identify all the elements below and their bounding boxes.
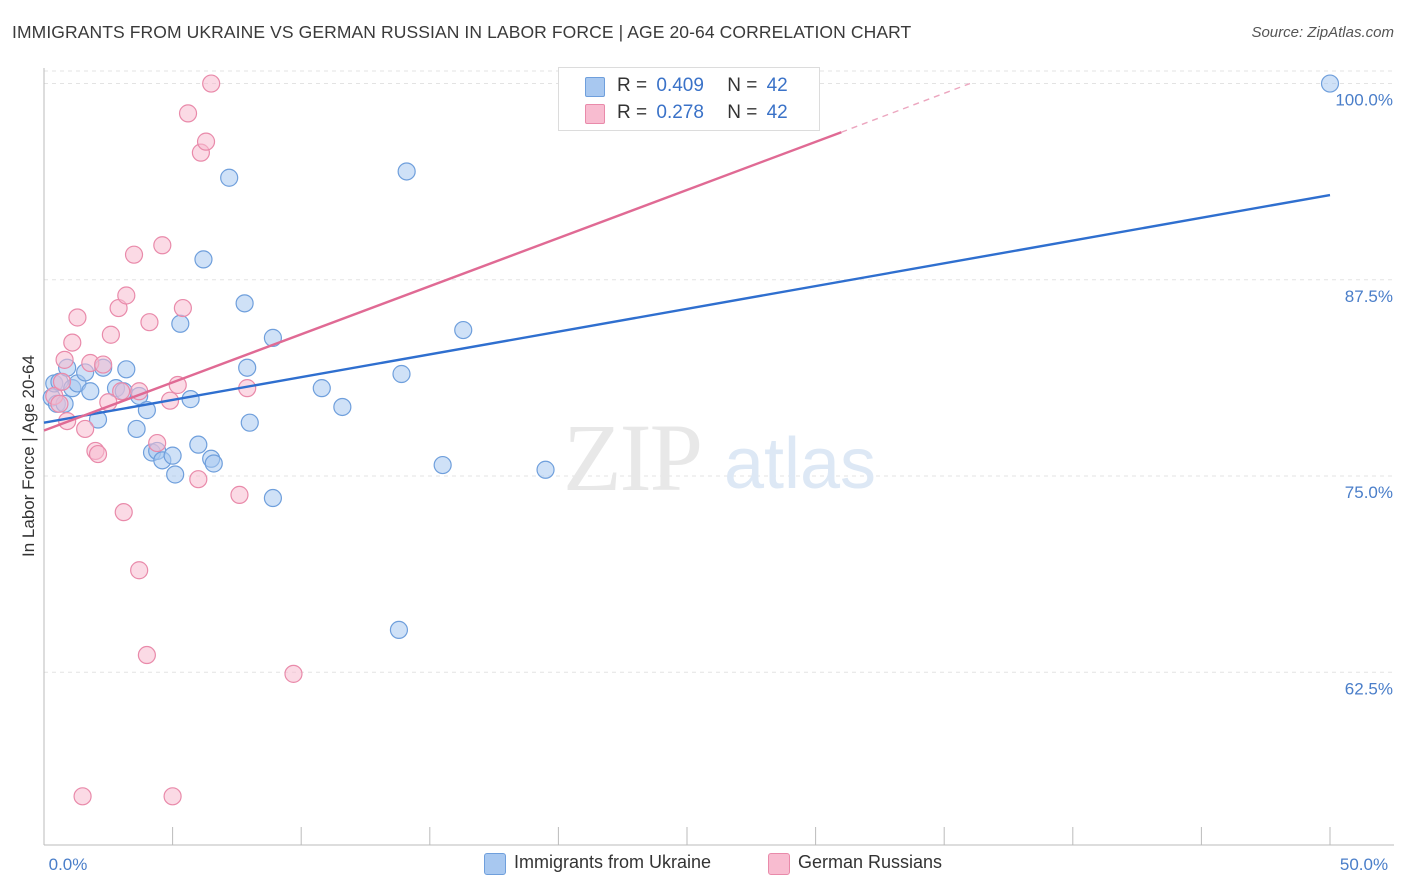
data-point-ukraine: [263, 488, 283, 508]
x-tick-label: 50.0%: [1340, 855, 1388, 874]
legend-swatch-german: [585, 104, 605, 124]
chart-title: IMMIGRANTS FROM UKRAINE VS GERMAN RUSSIA…: [12, 22, 912, 42]
legend-n-value-ukraine: 42: [766, 75, 788, 96]
data-point-ukraine: [127, 419, 146, 439]
data-point-ukraine: [536, 460, 555, 479]
data-point-ukraine: [433, 455, 452, 475]
data-point-ukraine: [333, 397, 352, 417]
y-tick-label: 100.0%: [1335, 91, 1393, 110]
data-point-german: [94, 355, 113, 374]
trend-line-german: [43, 131, 842, 432]
data-point-ukraine: [238, 358, 257, 377]
series-legend: Immigrants from Ukraine German Russians: [0, 852, 1406, 878]
y-tick-label: 62.5%: [1345, 679, 1393, 698]
data-point-german: [114, 503, 133, 522]
watermark-zip: ZIP: [563, 404, 701, 511]
watermark: ZIP atlas: [563, 404, 876, 511]
data-point-ukraine: [389, 620, 409, 640]
data-point-german: [189, 470, 208, 489]
legend-swatch-ukraine: [585, 77, 605, 97]
data-point-german: [163, 787, 182, 806]
data-point-german: [284, 664, 303, 683]
y-tick-label: 75.0%: [1345, 483, 1393, 502]
data-point-ukraine: [171, 314, 190, 333]
data-point-ukraine: [220, 168, 239, 187]
legend-swatch-german: [768, 853, 790, 875]
legend-r-value-german: 0.278: [656, 102, 704, 123]
data-point-ukraine: [240, 413, 259, 432]
legend-label-ukraine: Immigrants from Ukraine: [514, 852, 712, 872]
data-point-ukraine: [204, 454, 223, 473]
data-point-german: [63, 333, 82, 352]
data-point-german: [112, 382, 131, 401]
data-point-german: [55, 350, 74, 369]
data-point-german: [173, 298, 192, 318]
data-point-german: [137, 645, 156, 665]
legend-n-value-german: 42: [766, 102, 788, 123]
data-point-german: [52, 372, 72, 391]
legend-r-value-ukraine: 0.409: [656, 75, 704, 96]
data-point-german: [148, 433, 167, 453]
data-point-ukraine: [166, 465, 185, 484]
data-point-german: [230, 485, 249, 504]
data-point-ukraine: [81, 382, 100, 401]
tick-labels: 62.5% 75.0% 87.5% 100.0% 0.0% 50.0%: [49, 91, 1393, 874]
legend-n-label: N =: [727, 102, 758, 123]
trend-lines: [43, 82, 1331, 432]
data-point-ukraine: [1320, 74, 1340, 93]
data-point-german: [73, 787, 92, 806]
data-point-german: [168, 375, 187, 395]
data-point-german: [117, 286, 136, 305]
data-point-german: [68, 308, 87, 327]
data-point-german: [140, 313, 159, 332]
data-point-ukraine: [181, 390, 200, 409]
x-tick-label: 0.0%: [49, 855, 88, 874]
correlation-legend: R = 0.409 N = 42 R = 0.278 N = 42: [558, 67, 820, 131]
data-point-german: [88, 444, 108, 464]
axes: [43, 68, 1394, 846]
data-point-ukraine: [189, 435, 208, 454]
legend-r-label: R =: [617, 102, 648, 123]
data-point-german: [76, 419, 95, 439]
trend-line-ukraine: [43, 193, 1331, 424]
data-point-german: [196, 132, 216, 151]
data-point-german: [50, 394, 69, 413]
data-point-ukraine: [194, 250, 213, 269]
legend-r-label: R =: [617, 75, 648, 96]
legend-label-german: German Russians: [798, 852, 943, 872]
data-point-german: [130, 561, 149, 580]
y-axis-label: In Labor Force | Age 20-64: [19, 355, 38, 557]
data-point-ukraine: [235, 294, 254, 313]
data-point-german: [178, 104, 198, 123]
data-point-ukraine: [454, 320, 473, 340]
legend-n-label: N =: [727, 75, 758, 96]
data-point-ukraine: [397, 162, 416, 181]
legend-swatch-ukraine: [484, 853, 506, 875]
source-credit: Source: ZipAtlas.com: [1251, 24, 1394, 41]
data-point-ukraine: [163, 446, 182, 465]
trend-line-german-extension: [841, 82, 971, 133]
series-immigrants-from-ukraine: [42, 74, 1340, 640]
data-point-ukraine: [312, 379, 331, 398]
data-point-german: [101, 325, 120, 344]
watermark-atlas: atlas: [724, 424, 876, 504]
data-point-ukraine: [117, 360, 136, 379]
data-point-ukraine: [392, 364, 411, 384]
data-point-german: [124, 245, 144, 264]
y-tick-label: 87.5%: [1345, 287, 1393, 306]
data-point-german: [153, 236, 172, 255]
data-point-german: [202, 74, 221, 93]
